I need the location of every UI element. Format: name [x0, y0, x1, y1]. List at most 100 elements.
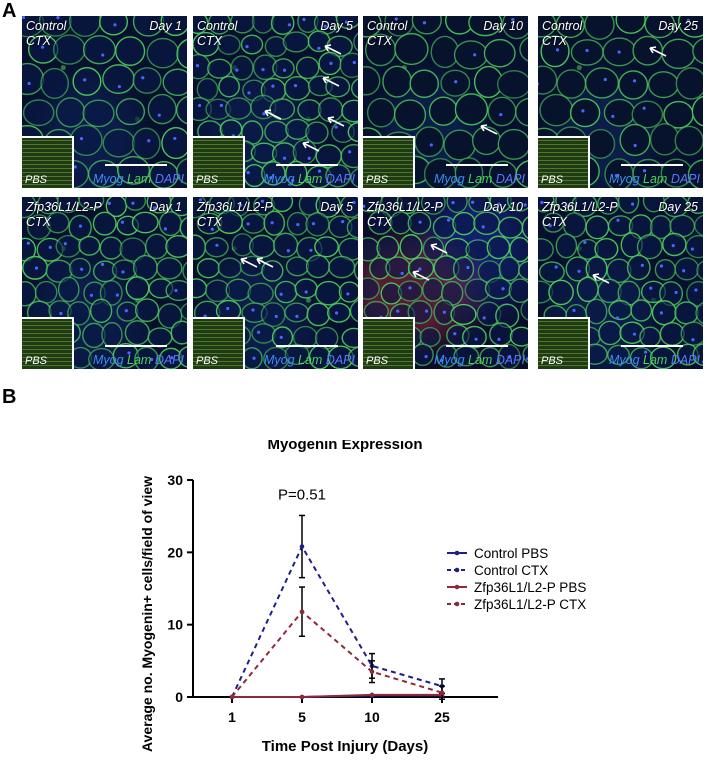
- muscle-fibers: [538, 197, 703, 369]
- injury-label: CTX: [26, 215, 51, 229]
- micrograph-panel: Zfp36L1/L2-P CTX Day 10 PBS Myog Lam DAPI: [363, 197, 528, 369]
- micrograph-panel: Control CTX Day 25 PBS Myog Lam DAPI: [538, 16, 703, 188]
- stain-legend: Myog Lam DAPI: [264, 353, 355, 367]
- stain-label: DAPI: [492, 172, 525, 186]
- stain-label: Lam: [123, 353, 152, 367]
- injury-label: CTX: [197, 215, 222, 229]
- data-point: [299, 609, 305, 614]
- micrograph-panel: Control CTX Day 5 PBS Myog Lam DAPI: [193, 16, 358, 188]
- stain-label: DAPI: [492, 353, 525, 367]
- data-point: [299, 694, 305, 700]
- arrow-icon: [327, 116, 345, 127]
- panel-b-label: B: [2, 386, 17, 408]
- condition-label: Control: [367, 19, 408, 33]
- x-axis-label: Time Post Injury (Days): [262, 738, 428, 755]
- legend-marker: [454, 601, 460, 607]
- pbs-inset: PBS: [363, 136, 415, 188]
- stain-label: Myog: [92, 172, 124, 186]
- injury-label: CTX: [197, 34, 222, 48]
- p-value-annotation: P=0.51: [278, 487, 326, 504]
- pbs-inset: PBS: [538, 317, 590, 369]
- stain-label: Myog: [263, 172, 295, 186]
- series-line: [231, 610, 443, 698]
- condition-label: Zfp36L1/L2-P: [26, 200, 102, 214]
- arrow-icon: [324, 44, 342, 55]
- stain-label: Myog: [433, 172, 465, 186]
- data-point: [369, 669, 375, 674]
- panel-a-label: A: [2, 0, 17, 22]
- stain-label: DAPI: [151, 353, 184, 367]
- day-label: Day 1: [149, 200, 182, 214]
- data-point: [439, 690, 445, 695]
- injury-label: CTX: [367, 215, 392, 229]
- data-point: [369, 692, 375, 698]
- legend-label: Zfp36L1/L2-P CTX: [474, 597, 586, 612]
- stain-label: Myog: [608, 353, 640, 367]
- inset-label: PBS: [366, 355, 389, 367]
- y-tick-label: 30: [167, 472, 183, 488]
- day-label: Day 10: [483, 200, 523, 214]
- injury-label: CTX: [26, 34, 51, 48]
- injury-label: CTX: [542, 34, 567, 48]
- stain-label: Myog: [433, 353, 465, 367]
- condition-label: Zfp36L1/L2-P: [197, 200, 273, 214]
- micrograph-panel: Control CTX Day 10 PBS Myog Lam DAPI: [363, 16, 528, 188]
- muscle-fibers: [193, 16, 358, 188]
- scale-bar: [621, 164, 683, 166]
- stain-label: Lam: [464, 353, 493, 367]
- myogenin-line-chart: Myogenin Expression 0 10 20 30 1 5 10 25 Time Pos…: [139, 440, 586, 755]
- legend-marker: [454, 567, 460, 573]
- legend-label: Zfp36L1/L2-P PBS: [474, 580, 586, 595]
- day-label: Day 25: [658, 19, 698, 33]
- condition-label: Zfp36L1/L2-P: [367, 200, 443, 214]
- arrow-icon: [412, 270, 430, 281]
- x-tick-label: 25: [434, 709, 450, 725]
- data-point: [229, 694, 235, 700]
- inset-label: PBS: [25, 174, 48, 186]
- pbs-inset: PBS: [22, 136, 74, 188]
- pbs-inset: PBS: [193, 136, 245, 188]
- pbs-inset: PBS: [193, 317, 245, 369]
- stain-label: DAPI: [151, 172, 184, 186]
- stain-legend: Myog Lam DAPI: [434, 172, 525, 186]
- y-tick-label: 0: [175, 689, 183, 705]
- stain-label: Myog: [608, 172, 640, 186]
- arrow-icon: [322, 76, 340, 87]
- x-tick-label: 1: [228, 709, 236, 725]
- muscle-fibers: [22, 197, 187, 369]
- inset-label: PBS: [25, 355, 48, 367]
- arrow-icon: [240, 257, 258, 268]
- scale-bar: [621, 345, 683, 347]
- arrow-icon: [649, 46, 667, 57]
- pbs-inset: PBS: [538, 136, 590, 188]
- y-tick-label: 20: [167, 544, 183, 560]
- condition-label: Control: [26, 19, 67, 33]
- inset-label: PBS: [196, 174, 219, 186]
- pbs-inset: PBS: [363, 317, 415, 369]
- chart-title: Myogenin Expression: [267, 440, 422, 453]
- stain-label: DAPI: [322, 353, 355, 367]
- micrograph-panel: Zfp36L1/L2-P CTX Day 1 PBS Myog Lam DAPI: [22, 197, 187, 369]
- y-axis-label: Average no. Myogenin+ cells/field of vie…: [139, 476, 155, 752]
- muscle-fibers: [538, 16, 703, 188]
- y-tick-label: 10: [167, 617, 183, 633]
- arrow-icon: [480, 124, 498, 135]
- arrow-icon: [256, 257, 274, 268]
- legend-label: Control PBS: [474, 546, 548, 561]
- inset-label: PBS: [541, 355, 564, 367]
- arrow-icon: [264, 109, 282, 120]
- scale-bar: [446, 345, 508, 347]
- day-label: Day 5: [320, 19, 353, 33]
- arrow-icon: [302, 141, 320, 152]
- day-label: Day 10: [483, 19, 523, 33]
- stain-legend: Myog Lam DAPI: [609, 353, 700, 367]
- series-line: [231, 544, 443, 698]
- stain-label: Lam: [464, 172, 493, 186]
- legend-label: Control CTX: [474, 563, 548, 578]
- stain-label: Lam: [123, 172, 152, 186]
- stain-label: Myog: [92, 353, 124, 367]
- condition-label: Control: [197, 19, 238, 33]
- arrow-icon: [592, 273, 610, 284]
- x-tick-label: 10: [364, 709, 380, 725]
